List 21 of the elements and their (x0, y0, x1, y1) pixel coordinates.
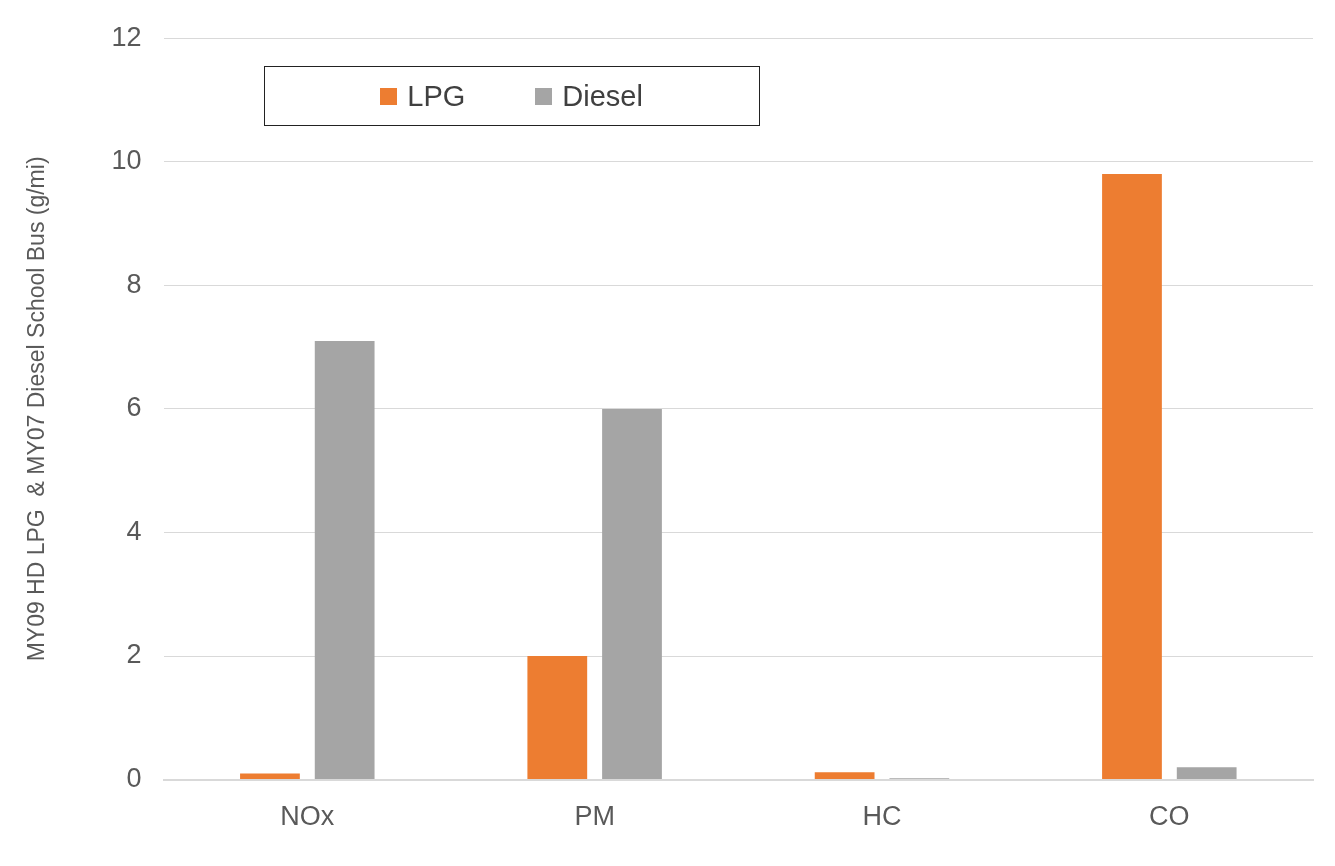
x-tick-label: HC (862, 801, 902, 832)
bar (240, 773, 300, 780)
bar (314, 340, 375, 780)
y-tick-label: 0 (126, 763, 142, 794)
bar (602, 408, 662, 780)
x-tick-label: CO (1149, 801, 1190, 832)
bar (527, 656, 588, 780)
y-tick-label: 2 (126, 639, 142, 670)
legend-label: Diesel (562, 79, 643, 113)
bar (1176, 767, 1237, 780)
y-tick-label: 10 (111, 145, 142, 176)
y-tick-label: 4 (126, 515, 142, 546)
bar (1102, 174, 1162, 780)
legend-label: LPG (407, 79, 466, 113)
y-axis-title: MY09 HD LPG & MY07 Diesel School Bus (g/mi) (23, 156, 50, 662)
x-tick-label: NOx (280, 801, 335, 832)
y-tick-label: 6 (126, 392, 142, 423)
bar (814, 772, 875, 780)
y-tick-label: 8 (126, 268, 142, 299)
x-tick-label: PM (574, 801, 615, 832)
y-tick-label: 12 (111, 21, 142, 52)
